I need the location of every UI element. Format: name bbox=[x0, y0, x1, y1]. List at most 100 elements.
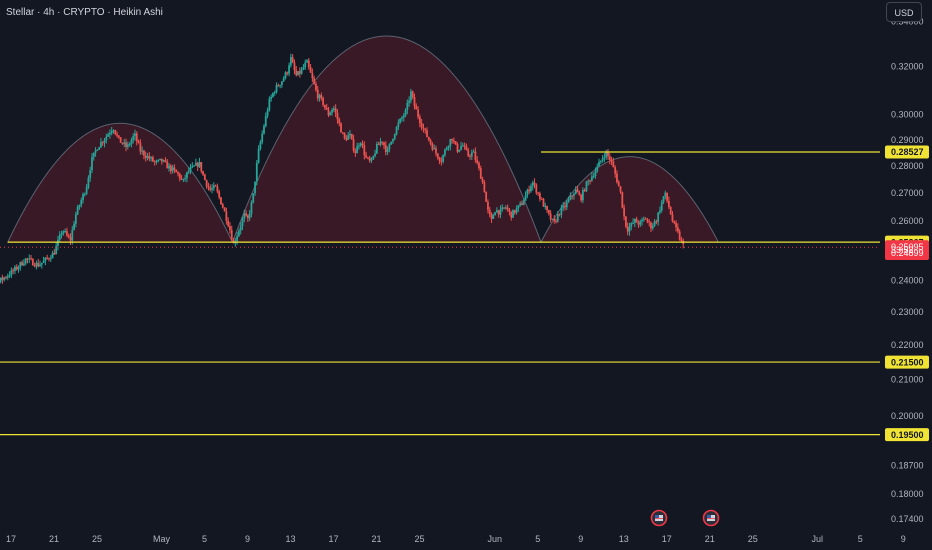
candle-body bbox=[377, 144, 380, 146]
candle-body bbox=[487, 201, 489, 210]
candle bbox=[1, 274, 4, 284]
candle bbox=[393, 133, 396, 141]
candle-body bbox=[368, 157, 371, 161]
current-price-label: 0.25095 bbox=[891, 242, 924, 252]
candle bbox=[196, 161, 199, 171]
candle bbox=[178, 172, 181, 182]
candle bbox=[329, 111, 332, 116]
candle-body bbox=[639, 221, 642, 225]
candle bbox=[130, 137, 133, 148]
candle-body bbox=[465, 146, 468, 150]
candle bbox=[660, 199, 663, 213]
candle-body bbox=[592, 176, 595, 178]
candle-body bbox=[257, 148, 260, 163]
candle bbox=[264, 112, 267, 128]
candle-body bbox=[239, 226, 242, 231]
candle-body bbox=[248, 213, 251, 219]
candle-body bbox=[73, 223, 75, 230]
flag-icon[interactable] bbox=[650, 509, 668, 527]
candle bbox=[633, 218, 636, 228]
candle bbox=[453, 137, 455, 144]
candle-body bbox=[243, 213, 246, 219]
candle-body bbox=[478, 162, 480, 169]
candle-body bbox=[347, 135, 350, 140]
x-tick-label: 25 bbox=[414, 534, 424, 544]
candle-body bbox=[162, 160, 165, 162]
candle bbox=[300, 66, 303, 75]
candle-body bbox=[350, 133, 353, 140]
candle-body bbox=[216, 186, 219, 192]
candle bbox=[564, 202, 566, 211]
candle bbox=[198, 157, 201, 169]
candle-body bbox=[410, 91, 412, 101]
candle-body bbox=[315, 83, 317, 90]
candle bbox=[238, 228, 240, 238]
candle bbox=[494, 211, 497, 216]
candle-body bbox=[664, 192, 667, 197]
candle-body bbox=[408, 100, 411, 103]
candle-body bbox=[103, 140, 106, 143]
candle bbox=[467, 147, 470, 158]
candle-body bbox=[673, 221, 676, 224]
candle bbox=[272, 92, 274, 98]
candle-body bbox=[282, 78, 285, 82]
candle-body bbox=[157, 159, 160, 162]
x-tick-label: 9 bbox=[578, 534, 583, 544]
candle bbox=[392, 138, 394, 144]
candle-body bbox=[363, 145, 366, 156]
candle-body bbox=[633, 218, 636, 223]
x-tick-label: May bbox=[153, 534, 171, 544]
candle bbox=[540, 197, 543, 200]
candle-body bbox=[26, 258, 29, 260]
candle bbox=[397, 119, 400, 131]
candle-body bbox=[324, 104, 326, 108]
candle-body bbox=[246, 215, 249, 219]
candle-body bbox=[212, 185, 215, 189]
candle-body bbox=[506, 207, 509, 210]
currency-button[interactable]: USD bbox=[886, 2, 922, 22]
flag-icon[interactable] bbox=[702, 509, 720, 527]
candle-body bbox=[220, 197, 222, 205]
candle-body bbox=[24, 258, 27, 264]
candle bbox=[157, 159, 160, 163]
candle bbox=[14, 265, 16, 275]
candle-body bbox=[503, 207, 505, 209]
candle-body bbox=[454, 141, 457, 145]
level-tag-label: 0.28527 bbox=[891, 147, 924, 157]
candle bbox=[44, 256, 47, 266]
candle bbox=[186, 171, 188, 183]
candle-body bbox=[660, 202, 663, 211]
candle bbox=[211, 184, 213, 194]
candle bbox=[184, 174, 187, 182]
candle-body bbox=[424, 128, 427, 131]
countdown-label: 33:52 bbox=[891, 245, 914, 255]
candle bbox=[616, 170, 618, 184]
candle-body bbox=[483, 182, 486, 192]
candle-body bbox=[279, 85, 282, 87]
candle-body bbox=[555, 220, 557, 222]
candle bbox=[110, 126, 113, 136]
candle bbox=[273, 90, 276, 96]
candle bbox=[73, 220, 75, 231]
candle-body bbox=[549, 213, 552, 220]
candle-body bbox=[325, 107, 328, 110]
candle-body bbox=[71, 229, 74, 241]
candle bbox=[590, 172, 593, 182]
candle bbox=[587, 179, 590, 186]
candle bbox=[496, 207, 498, 214]
candle-body bbox=[331, 109, 333, 113]
candle bbox=[417, 106, 419, 120]
candle-body bbox=[112, 130, 115, 132]
candle bbox=[413, 93, 416, 110]
candle bbox=[427, 136, 430, 142]
candle bbox=[544, 202, 547, 210]
candle-body bbox=[422, 127, 425, 129]
candle-body bbox=[109, 133, 111, 135]
candle bbox=[21, 260, 24, 266]
x-tick-label: 17 bbox=[328, 534, 338, 544]
candle-body bbox=[513, 210, 516, 213]
candle bbox=[623, 204, 626, 221]
x-tick-label: 17 bbox=[662, 534, 672, 544]
candle bbox=[212, 182, 215, 192]
